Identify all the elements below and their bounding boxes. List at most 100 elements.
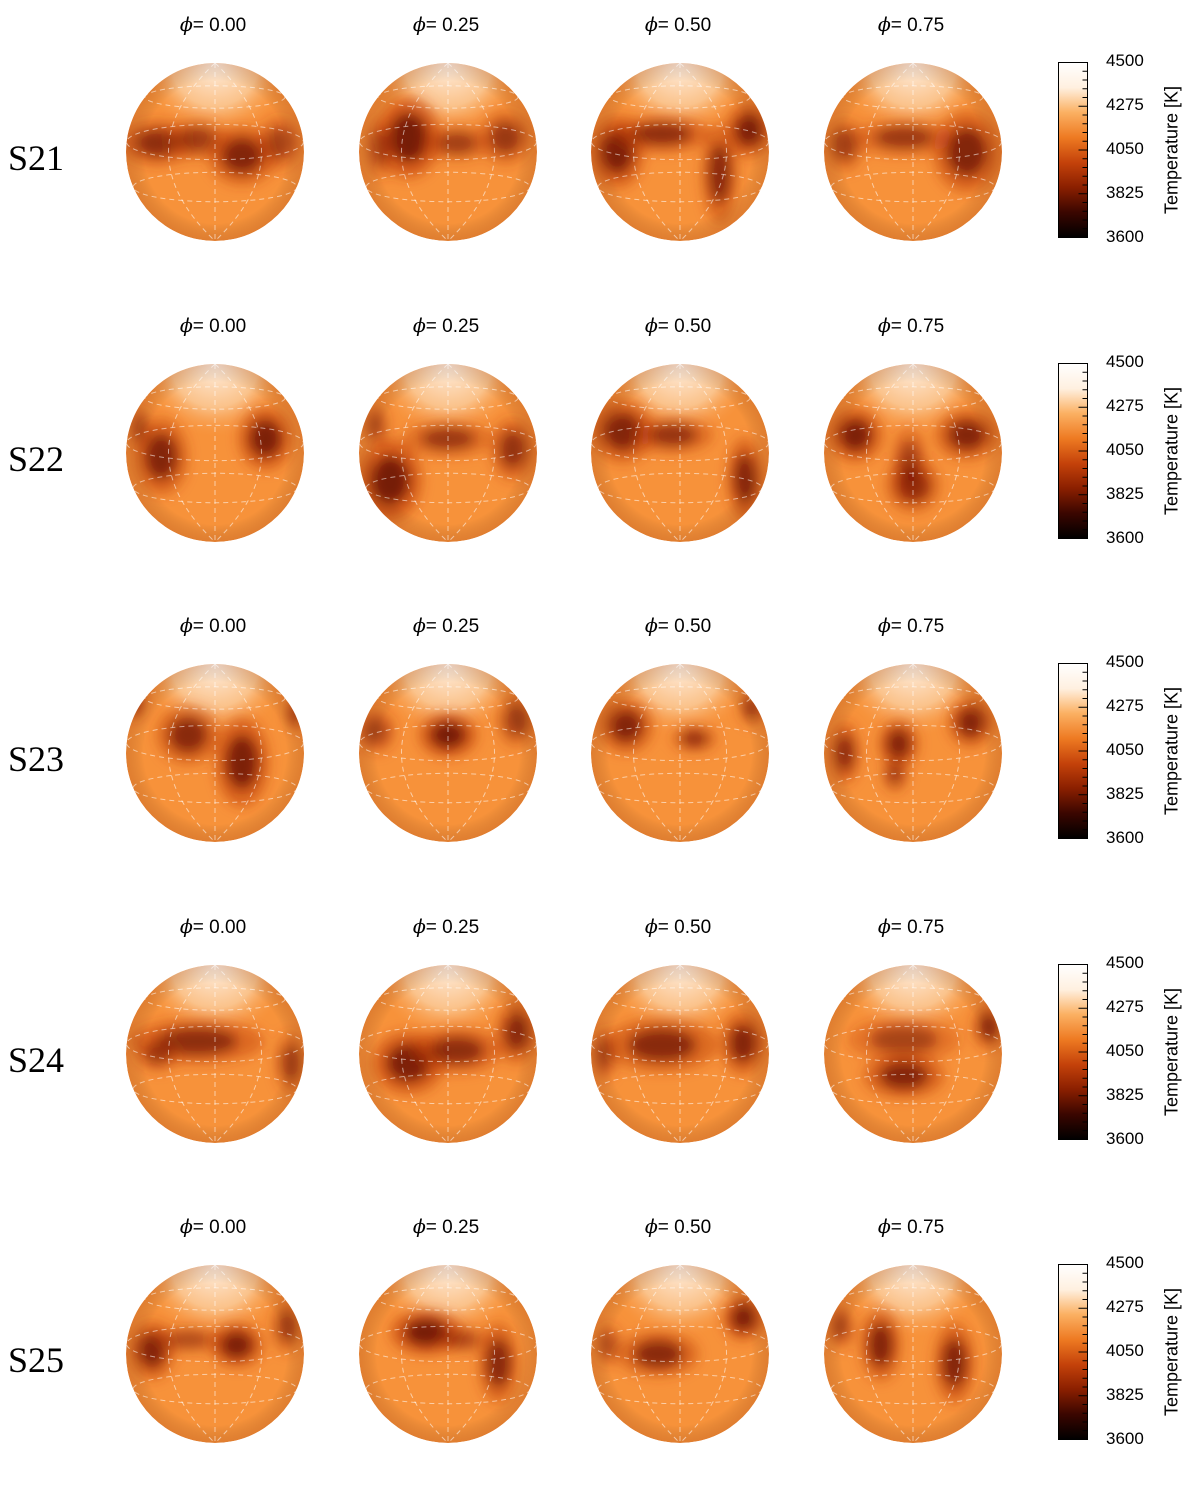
phase-symbol: ϕ	[412, 14, 426, 36]
stellar-surface-map	[359, 964, 537, 1143]
phase-value: 0.00	[209, 616, 247, 637]
colorbar-tick-label: 4050	[1106, 1040, 1144, 1060]
stellar-surface-map	[591, 1265, 769, 1443]
phase-value: 0.75	[907, 15, 945, 36]
spot-map-row: S23 ϕ= 0.00 ϕ= 0.25 ϕ= 0.50 ϕ= 0.75 4500 4275 4…	[0, 601, 1200, 901]
colorbar-tick-label: 3600	[1106, 527, 1144, 547]
phase-value: 0.25	[442, 1217, 480, 1238]
phase-equals: =	[890, 315, 908, 337]
stellar-surface-map	[824, 363, 1002, 542]
colorbar-tick-label: 4275	[1106, 1297, 1144, 1316]
phase-equals: =	[425, 1217, 443, 1238]
colorbar-tick-label: 4500	[1106, 652, 1144, 671]
row-label: S25	[8, 1340, 65, 1380]
latitude-longitude-grid	[126, 1265, 304, 1443]
phase-value: 0.00	[209, 15, 247, 36]
phase-value: 0.50	[674, 916, 712, 938]
colorbar-tick-label: 3600	[1106, 1429, 1144, 1448]
stellar-surface-map	[359, 363, 537, 542]
phase-symbol: ϕ	[412, 615, 426, 637]
stellar-surface-map	[126, 363, 304, 542]
colorbar-tick-label: 3600	[1106, 1128, 1144, 1148]
phase-value: 0.25	[442, 315, 480, 337]
phase-equals: =	[657, 315, 675, 337]
phase-symbol: ϕ	[412, 314, 426, 337]
phase-title: ϕ= 0.00	[113, 14, 313, 37]
colorbar-title: Temperature [K]	[1161, 987, 1182, 1116]
phase-value: 0.50	[674, 616, 712, 637]
phase-title: ϕ= 0.00	[113, 615, 313, 638]
phase-title: ϕ= 0.75	[811, 916, 1011, 939]
colorbar-tick-label: 4500	[1106, 351, 1144, 371]
spot-map-row: S24 ϕ= 0.00 ϕ= 0.25 ϕ= 0.50 ϕ= 0.75 4500 4275 4…	[0, 902, 1200, 1202]
row-label: S22	[8, 438, 65, 479]
phase-title: ϕ= 0.25	[346, 615, 546, 638]
phase-value: 0.00	[209, 1217, 247, 1238]
phase-equals: =	[890, 15, 908, 36]
phase-symbol: ϕ	[179, 915, 193, 938]
stellar-surface-map	[824, 664, 1002, 842]
stellar-surface-map	[824, 63, 1002, 241]
colorbar-tick-label: 4500	[1106, 952, 1144, 972]
phase-symbol: ϕ	[179, 314, 193, 337]
phase-value: 0.75	[907, 315, 945, 337]
phase-symbol: ϕ	[877, 615, 891, 637]
spot-map-row: S25 ϕ= 0.00 ϕ= 0.25 ϕ= 0.50 ϕ= 0.75 4500 4275 4…	[0, 1202, 1200, 1502]
stellar-surface-map	[591, 964, 769, 1143]
phase-symbol: ϕ	[877, 1216, 891, 1238]
stellar-surface-map	[359, 63, 537, 241]
colorbar-tick-label: 4275	[1106, 696, 1144, 715]
stellar-surface-map	[824, 964, 1002, 1143]
stellar-surface-map	[359, 664, 537, 842]
phase-title: ϕ= 0.00	[113, 1216, 313, 1239]
latitude-longitude-grid	[824, 1265, 1002, 1443]
phase-equals: =	[890, 616, 908, 637]
colorbar-tick-label: 3825	[1106, 784, 1144, 803]
phase-symbol: ϕ	[412, 915, 426, 938]
colorbar-tick-label: 4050	[1106, 139, 1144, 158]
phase-equals: =	[657, 15, 675, 36]
phase-value: 0.50	[674, 1217, 712, 1238]
colorbar-tick-label: 4275	[1106, 95, 1144, 114]
colorbar-tick-label: 4050	[1106, 740, 1144, 759]
stellar-surface-map	[824, 1265, 1002, 1443]
colorbar-tick-label: 4050	[1106, 439, 1144, 459]
colorbar-title: Temperature [K]	[1161, 85, 1182, 215]
phase-title: ϕ= 0.00	[113, 916, 313, 939]
phase-value: 0.25	[442, 916, 480, 938]
phase-symbol: ϕ	[644, 615, 658, 637]
phase-symbol: ϕ	[644, 915, 658, 938]
phase-title: ϕ= 0.25	[346, 916, 546, 939]
stellar-surface-map	[126, 1265, 304, 1443]
phase-title: ϕ= 0.50	[578, 615, 778, 638]
phase-value: 0.75	[907, 916, 945, 938]
phase-equals: =	[192, 315, 210, 337]
phase-equals: =	[192, 616, 210, 637]
temperature-colorbar	[1058, 663, 1088, 839]
stellar-surface-map	[591, 363, 769, 542]
phase-equals: =	[192, 916, 210, 938]
phase-value: 0.75	[907, 616, 945, 637]
phase-symbol: ϕ	[644, 14, 658, 36]
colorbar-tick-label: 4050	[1106, 1341, 1144, 1360]
colorbar-tick-label: 3825	[1106, 483, 1144, 503]
phase-symbol: ϕ	[179, 615, 193, 637]
latitude-longitude-grid	[126, 964, 304, 1143]
phase-equals: =	[425, 916, 443, 938]
colorbar-title: Temperature [K]	[1161, 1287, 1182, 1417]
phase-value: 0.00	[209, 916, 247, 938]
phase-value: 0.25	[442, 616, 480, 637]
phase-title: ϕ= 0.50	[578, 315, 778, 338]
phase-title: ϕ= 0.75	[811, 14, 1011, 37]
phase-title: ϕ= 0.50	[578, 14, 778, 37]
spot-map-row: S22 ϕ= 0.00 ϕ= 0.25 ϕ= 0.50 ϕ= 0.75 4500 4275 4…	[0, 301, 1200, 601]
phase-title: ϕ= 0.50	[578, 916, 778, 939]
phase-title: ϕ= 0.75	[811, 315, 1011, 338]
phase-symbol: ϕ	[877, 314, 891, 337]
colorbar-tick-label: 4275	[1106, 996, 1144, 1016]
phase-title: ϕ= 0.00	[113, 315, 313, 338]
phase-equals: =	[657, 1217, 675, 1238]
phase-value: 0.25	[442, 15, 480, 36]
phase-title: ϕ= 0.25	[346, 315, 546, 338]
